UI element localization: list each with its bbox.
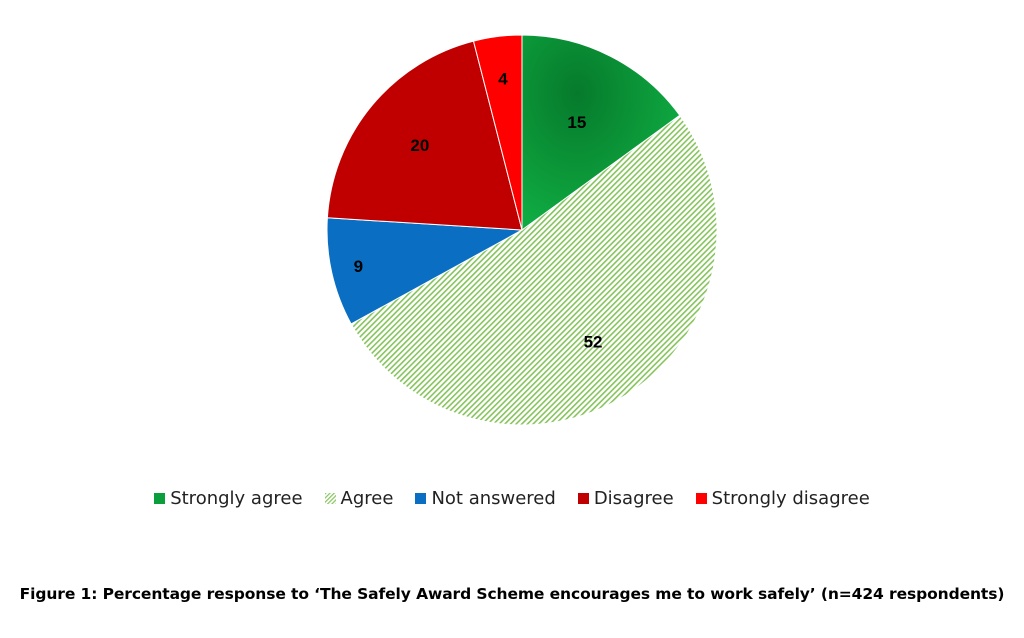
pie-slice-disagree xyxy=(326,40,523,231)
legend-item-disagree: Disagree xyxy=(577,488,674,509)
slice-label-disagree: 20 xyxy=(410,136,429,155)
legend-item-agree: Agree xyxy=(324,488,394,509)
pie-slice-agree xyxy=(350,114,718,426)
pie-chart: 15 52 9 20 4 xyxy=(326,34,718,426)
legend-item-not-answered: Not answered xyxy=(415,488,556,509)
pie-slice-not-answered xyxy=(326,217,524,325)
slice-label-not-answered: 9 xyxy=(354,257,363,276)
legend-swatch xyxy=(154,493,166,504)
legend-label: Not answered xyxy=(431,488,556,509)
chart-legend: Strongly agree Agree Not answered Disagree S… xyxy=(0,488,1024,509)
legend-label: Strongly disagree xyxy=(711,488,870,509)
legend-label: Strongly agree xyxy=(170,488,303,509)
legend-swatch xyxy=(324,493,336,504)
pie-slice-strongly-agree xyxy=(521,34,681,231)
pie-slice-strongly-disagree xyxy=(472,34,523,231)
legend-swatch xyxy=(695,493,707,504)
figure-caption: Figure 1: Percentage response to ‘The Sa… xyxy=(19,585,1005,603)
slice-label-strongly-agree: 15 xyxy=(567,113,586,132)
legend-item-strongly-agree: Strongly agree xyxy=(154,488,303,509)
slice-label-agree: 52 xyxy=(584,332,603,351)
slice-label-strongly-disagree: 4 xyxy=(498,70,508,89)
legend-swatch xyxy=(577,493,589,504)
legend-swatch xyxy=(415,493,427,504)
legend-item-strongly-disagree: Strongly disagree xyxy=(695,488,870,509)
legend-label: Disagree xyxy=(593,488,674,509)
legend-label: Agree xyxy=(340,488,394,509)
